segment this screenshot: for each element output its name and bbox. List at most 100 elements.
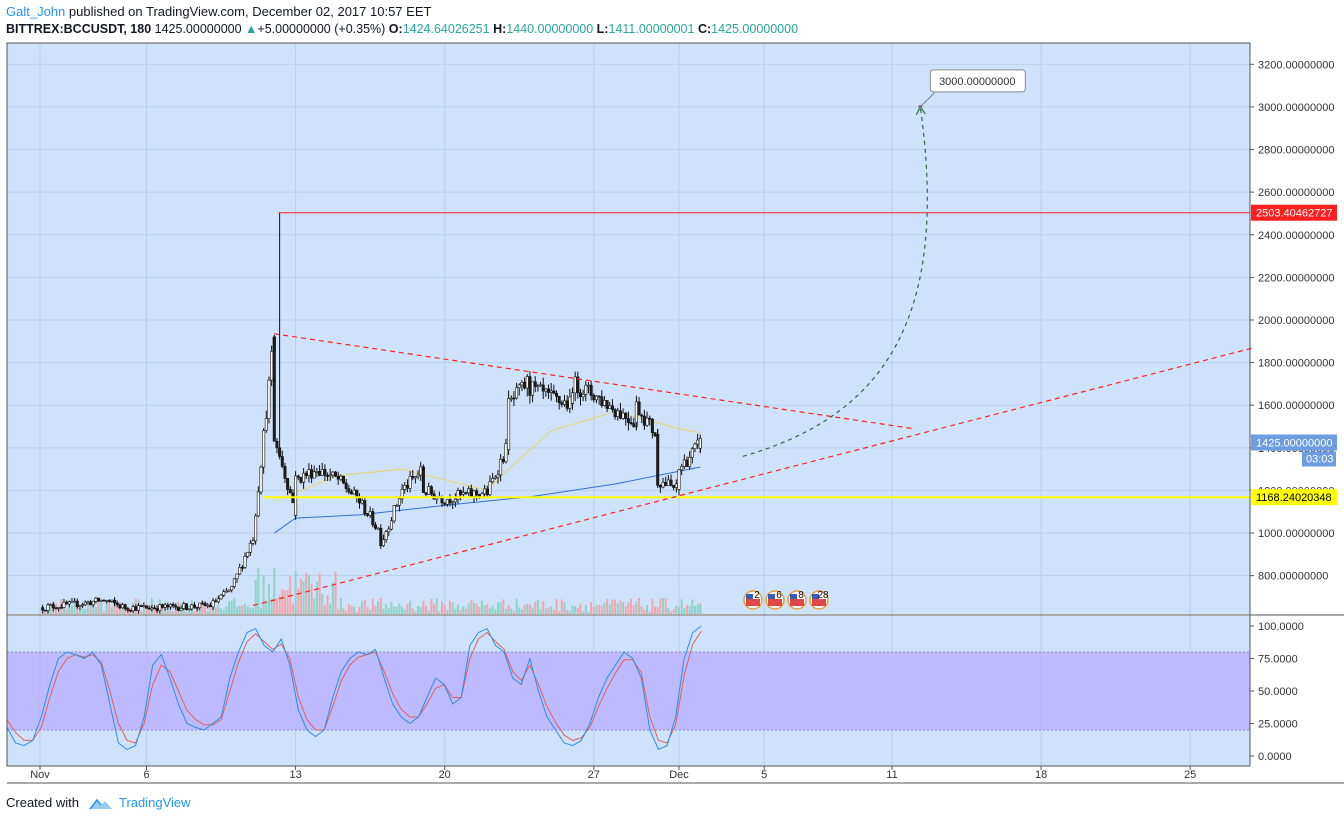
candle-body <box>312 471 316 479</box>
candle-body <box>448 499 452 504</box>
candle-body <box>453 498 457 503</box>
candle-body <box>86 601 90 604</box>
candle-body <box>664 482 668 486</box>
volume-bar <box>238 605 241 614</box>
candle-body <box>78 605 82 607</box>
volume-bar <box>198 609 201 614</box>
candle-body <box>214 600 218 603</box>
candle-body <box>674 483 678 488</box>
candle-body <box>381 539 385 547</box>
support-price-label-text: 1168.24020348 <box>1256 492 1332 504</box>
candle-body <box>613 409 617 417</box>
event-flag-icon[interactable]: 8 <box>787 590 807 610</box>
candle-body <box>416 474 420 477</box>
volume-bar <box>347 604 350 614</box>
volume-bar <box>105 599 108 614</box>
candle-body <box>565 400 569 409</box>
candle-body <box>680 466 684 471</box>
candles <box>41 212 702 614</box>
volume-bar <box>366 607 369 614</box>
author-link[interactable]: Galt_John <box>6 4 66 19</box>
candle-body <box>131 606 135 612</box>
candle-body <box>363 500 367 514</box>
candle-body <box>661 482 665 488</box>
candle-body <box>563 400 567 405</box>
candle-body <box>424 492 428 495</box>
candle-body <box>698 438 702 449</box>
candle-body <box>254 515 258 542</box>
target-callout[interactable] <box>929 69 1026 93</box>
candle-body <box>640 414 644 417</box>
volume-bar <box>462 606 465 614</box>
candle-body <box>397 498 401 506</box>
candle-body <box>541 384 545 392</box>
candle-body <box>376 527 380 530</box>
main-pane[interactable] <box>7 43 1250 614</box>
volume-bar <box>534 601 537 614</box>
candle-body <box>278 447 282 457</box>
candle-body <box>331 471 335 476</box>
candle-body <box>472 490 476 497</box>
candle-body <box>368 511 372 516</box>
low-label: L: <box>596 22 609 36</box>
candle-body <box>594 395 598 401</box>
volume-bar <box>491 605 494 614</box>
volume-bar <box>281 589 284 614</box>
price-tick-label: 1000.00000000 <box>1258 528 1334 540</box>
volume-bar <box>624 606 627 614</box>
candle-body <box>642 415 646 426</box>
countdown-box <box>1302 451 1336 467</box>
volume-bar <box>528 604 531 614</box>
event-flag-icon[interactable]: 2 <box>743 590 763 610</box>
candle-body <box>323 469 327 476</box>
tradingview-logo-icon <box>88 798 112 810</box>
candle-body <box>118 604 122 609</box>
candle-body <box>456 490 460 500</box>
volume-bar <box>297 588 300 614</box>
volume-bar <box>670 611 673 614</box>
candle-body <box>501 459 505 463</box>
candle-body <box>232 578 236 587</box>
candle-body <box>637 401 641 416</box>
volume-bar <box>488 608 491 614</box>
price-chart[interactable]: 3000.00000000800.000000001000.0000000012… <box>0 0 1344 790</box>
time-tick-label: 5 <box>761 769 767 781</box>
candle-body <box>70 600 74 603</box>
candle-body <box>203 602 207 606</box>
oscillator-tick-label: 0.0000 <box>1258 751 1292 763</box>
volume-bar <box>275 598 278 614</box>
volume-bar <box>68 607 71 614</box>
last-price-label <box>1251 434 1337 451</box>
candle-body <box>547 388 551 393</box>
candle-body <box>429 486 433 495</box>
volume-bar <box>65 608 68 614</box>
candle-body <box>155 608 159 611</box>
event-flag-icon[interactable]: 28 <box>809 590 829 610</box>
volume-bar <box>672 609 675 614</box>
candle-body <box>536 385 540 388</box>
candle-body <box>163 604 167 608</box>
tradingview-link[interactable]: TradingView <box>119 795 191 810</box>
lower-trend-line[interactable] <box>252 347 1255 607</box>
projection-curve[interactable] <box>742 106 928 457</box>
candle-body <box>280 456 284 467</box>
candle-body <box>139 605 143 607</box>
candle-body <box>491 478 495 483</box>
volume-bar <box>76 603 79 614</box>
candle-body <box>533 381 537 387</box>
volume-bar <box>547 607 550 614</box>
candle-body <box>413 476 417 479</box>
volume-bar <box>507 611 510 614</box>
volume-bar <box>302 581 305 614</box>
volume-bar <box>651 598 654 614</box>
volume-bar <box>531 607 534 614</box>
candle-body <box>696 439 700 445</box>
candle-body <box>94 597 98 602</box>
candle-body <box>129 609 133 612</box>
candle-body <box>318 471 322 476</box>
close-value: 1425.00000000 <box>711 22 799 36</box>
candle-body <box>379 537 383 547</box>
candle-body <box>46 604 50 611</box>
event-flag-icon[interactable]: 6 <box>765 590 785 610</box>
volume-bar <box>683 608 686 614</box>
